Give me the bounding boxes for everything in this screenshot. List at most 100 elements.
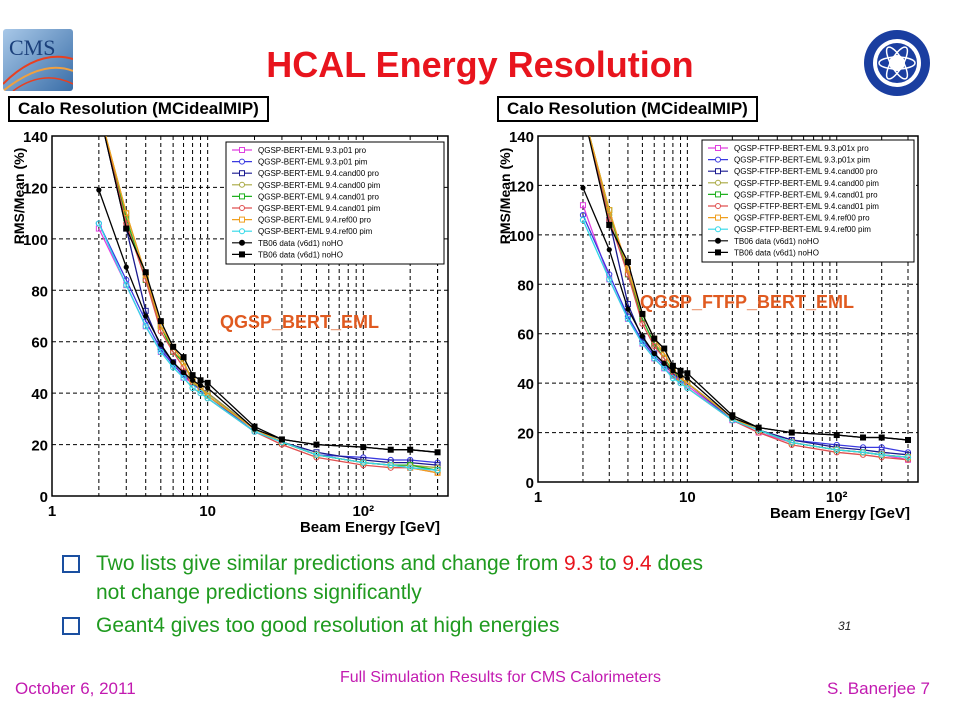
data-point <box>197 390 204 397</box>
footer-title: Full Simulation Results for CMS Calorime… <box>340 669 661 686</box>
x-axis-label: Beam Energy [GeV] <box>300 519 440 536</box>
data-point <box>624 315 632 322</box>
left-panel-label: Calo Resolution (MCidealMIP) <box>8 96 269 122</box>
version-old: 9.3 <box>564 552 594 575</box>
data-point <box>904 454 912 461</box>
data-point <box>142 323 149 330</box>
legend-label: QGSP-FTFP-BERT-EML 9.4.cand00 pim <box>734 179 879 188</box>
y-tick-label: 100 <box>23 232 48 249</box>
data-point <box>651 350 657 357</box>
legend-label: QGSP-FTFP-BERT-EML 9.4.ref00 pro <box>734 214 870 223</box>
legend-swatch-marker <box>715 237 721 244</box>
bullet-text-c: does <box>651 552 703 575</box>
data-point <box>96 187 102 193</box>
page-title: HCAL Energy Resolution <box>266 44 694 85</box>
data-point <box>204 395 211 402</box>
data-point <box>579 216 587 224</box>
data-point <box>625 306 631 312</box>
data-point <box>158 341 164 347</box>
data-point <box>123 225 130 232</box>
legend-swatch-marker <box>239 193 245 200</box>
data-point <box>205 385 211 391</box>
legend-swatch-marker <box>715 226 721 233</box>
bullet-text-a: Two lists give similar predictions and c… <box>96 552 565 575</box>
plot-frame <box>51 135 449 497</box>
handwritten-note: 31 <box>838 619 852 633</box>
legend-swatch-marker <box>715 203 721 209</box>
y-tick-label: 60 <box>517 327 534 344</box>
right-panel-label: Calo Resolution (MCidealMIP) <box>497 96 758 122</box>
data-point <box>95 220 102 227</box>
legend-box <box>225 141 445 265</box>
data-point <box>579 202 586 209</box>
data-point <box>878 451 885 458</box>
data-point <box>606 221 613 228</box>
y-tick-label: 20 <box>31 438 48 455</box>
data-point <box>755 424 762 431</box>
data-point <box>580 185 586 191</box>
legend-label: TB06 data (v6d1) noHO <box>258 250 343 259</box>
y-tick-label: 40 <box>517 376 534 393</box>
data-point <box>677 373 684 379</box>
data-point <box>197 382 204 389</box>
data-point <box>624 259 631 266</box>
x-tick-label: 1 <box>48 503 56 520</box>
data-point <box>313 451 320 458</box>
institute-logo-icon <box>864 30 930 96</box>
legend-swatch-marker <box>239 158 245 165</box>
version-new: 9.4 <box>622 552 652 575</box>
data-point <box>387 446 394 453</box>
data-point <box>407 464 414 471</box>
data-point <box>639 333 646 339</box>
data-point <box>170 359 176 365</box>
legend-box <box>701 139 915 263</box>
data-point <box>684 384 691 392</box>
bullet-item: Two lists give similar predictions and c… <box>60 549 940 607</box>
data-point <box>204 379 211 386</box>
data-point <box>180 369 187 376</box>
data-point <box>189 384 196 392</box>
legend-label: QGSP-BERT-EML 9.4.cand01 pim <box>258 204 381 213</box>
legend-swatch-marker <box>715 156 721 163</box>
left-chart: 0 20 40 60 80 100 120 140 1 10 10² RMS/Mean (%) Beam… <box>11 129 449 536</box>
series-line <box>98 223 438 464</box>
footer-date: October 6, 2011 <box>15 679 136 698</box>
bullet-list: Two lists give similar predictions and c… <box>60 549 940 644</box>
data-point <box>677 367 684 374</box>
legend-swatch-marker <box>239 205 245 211</box>
legend-swatch-marker <box>715 191 721 198</box>
legend-label: QGSP-FTFP-BERT-EML 9.4.cand01 pro <box>734 190 878 199</box>
y-axis-label: RMS/Mean (%) <box>11 148 27 244</box>
legend-swatch-marker <box>715 145 721 151</box>
data-point <box>651 342 658 350</box>
data-point <box>387 462 394 469</box>
legend-swatch-marker <box>239 147 245 153</box>
data-point <box>189 372 196 379</box>
data-point <box>123 264 129 270</box>
series-line <box>582 219 909 458</box>
data-point <box>143 313 149 319</box>
series-group <box>579 136 912 463</box>
data-point <box>651 335 658 342</box>
data-point <box>123 282 130 289</box>
bullet-item: Geant4 gives too good resolution at high… <box>60 611 940 640</box>
data-point <box>434 467 441 474</box>
data-point <box>833 446 840 453</box>
legend-swatch-marker <box>239 181 245 188</box>
legend-label: TB06 data (v6d1) noHO <box>734 248 819 257</box>
cms-logo: CMS <box>3 29 73 91</box>
y-axis-label: RMS/Mean (%) <box>497 148 513 244</box>
legend-swatch-marker <box>239 216 245 223</box>
data-point <box>684 370 691 377</box>
data-point <box>677 380 684 387</box>
legend-label: QGSP-BERT-EML 9.4.ref00 pim <box>258 227 373 236</box>
data-point <box>669 362 676 369</box>
series-line <box>582 214 909 453</box>
data-point <box>313 441 320 448</box>
data-point <box>905 436 912 443</box>
legend-label: QGSP-BERT-EML 9.4.cand00 pim <box>258 181 381 190</box>
legend-swatch-marker <box>239 228 245 235</box>
y-tick-label: 0 <box>526 475 534 492</box>
legend-label: QGSP-FTFP-BERT-EML 9.4.cand00 pro <box>734 167 878 176</box>
y-tick-label: 140 <box>509 129 534 146</box>
